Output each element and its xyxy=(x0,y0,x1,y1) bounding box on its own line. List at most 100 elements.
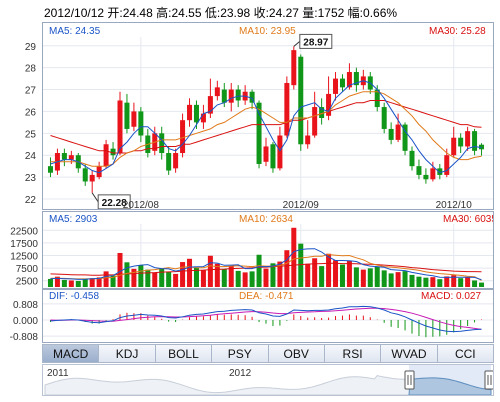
price-y-axis: 29 28 27 26 25 24 23 22 xyxy=(25,42,37,206)
range-handle-right[interactable] xyxy=(484,370,495,390)
candle-body xyxy=(263,146,269,162)
candle-body xyxy=(256,102,262,164)
volume-bar xyxy=(82,279,88,287)
candle-body xyxy=(479,144,485,150)
date-axis: 2012/08 2012/09 2012/10 xyxy=(123,200,472,211)
volume-bar xyxy=(298,243,304,287)
macd-y-axis: 0.808 0.000 -0.808 xyxy=(10,300,39,343)
volume-bar xyxy=(333,260,339,287)
candle-body xyxy=(193,104,199,123)
tab-cci[interactable]: CCI xyxy=(437,344,494,363)
volume-tick-label: 7500 xyxy=(16,264,39,275)
candle-body xyxy=(187,104,193,121)
candle-body xyxy=(402,124,408,151)
price-ma5-label: MA5: 24.35 xyxy=(49,26,101,37)
volume-bar xyxy=(416,276,422,287)
volume-bar xyxy=(180,262,186,287)
min-price-marker-pointer xyxy=(91,192,99,203)
volume-bar xyxy=(326,253,332,287)
info-volume: 1752 xyxy=(317,6,345,20)
price-tick-label: 24 xyxy=(25,151,37,162)
overview-year-2012: 2012 xyxy=(229,368,252,379)
candle-body xyxy=(228,89,234,103)
info-high-label: 高: xyxy=(156,6,172,20)
tab-boll[interactable]: BOLL xyxy=(155,344,213,363)
candle-body xyxy=(305,135,311,145)
dif-line xyxy=(50,305,482,333)
info-low-label: 低: xyxy=(204,6,221,20)
price-tick-label: 29 xyxy=(25,42,37,53)
volume-bar xyxy=(423,277,429,287)
volume-bar xyxy=(131,268,137,287)
candle-body xyxy=(110,148,116,156)
volume-bar xyxy=(437,279,443,287)
candle-body xyxy=(458,137,464,147)
ma5-line xyxy=(50,80,482,174)
macd-chart: DIF: -0.458 DEA: -0.471 MACD: 0.027 xyxy=(43,291,493,338)
volume-bar xyxy=(402,271,408,287)
volume-bar xyxy=(214,263,220,287)
max-price-marker-box xyxy=(299,33,333,49)
volume-bar xyxy=(96,277,102,287)
candle-body xyxy=(472,131,478,151)
tab-rsi[interactable]: RSI xyxy=(324,344,382,363)
candle-body xyxy=(214,87,220,97)
candle-body xyxy=(61,153,67,160)
max-price-marker: 28.97 xyxy=(303,37,328,48)
vol-ma30-label: MA30: 6035 xyxy=(443,214,493,225)
volume-bar xyxy=(319,266,325,287)
candle-body xyxy=(89,174,95,182)
candle-body xyxy=(166,153,172,171)
tab-macd[interactable]: MACD xyxy=(42,344,100,363)
range-navigator[interactable]: 2011 2012 xyxy=(42,364,495,396)
candle-body xyxy=(423,174,429,180)
candle-body xyxy=(451,137,457,156)
macd-tick-label: 0.000 xyxy=(13,316,38,327)
volume-bar xyxy=(47,278,53,287)
candle-body xyxy=(180,120,186,154)
price-tick-label: 27 xyxy=(25,86,37,97)
candle-body xyxy=(284,82,290,136)
candle-body xyxy=(200,113,206,123)
candle-body xyxy=(124,102,130,129)
date-tick-label: 2012/09 xyxy=(283,200,320,211)
info-close-label: 收: xyxy=(253,6,269,20)
range-handle-left[interactable] xyxy=(404,370,415,390)
price-tick-label: 23 xyxy=(25,173,37,184)
candle-body xyxy=(68,155,74,160)
volume-bar xyxy=(291,227,297,287)
candle-body xyxy=(395,124,401,140)
info-change-label: 幅: xyxy=(347,6,364,20)
candle-body xyxy=(159,133,165,154)
volume-bar xyxy=(451,275,457,287)
vol-ma10-label: MA10: 2634 xyxy=(239,214,293,225)
tab-psy[interactable]: PSY xyxy=(212,344,269,363)
volume-bar xyxy=(75,280,81,287)
candle-body xyxy=(221,89,227,103)
volume-tick-label: 12500 xyxy=(10,252,38,263)
info-date: 2012/10/12 xyxy=(44,6,105,20)
candle-body xyxy=(291,50,297,86)
volume-bar xyxy=(242,272,248,287)
tab-obv[interactable]: OBV xyxy=(268,344,325,363)
candle-body xyxy=(270,144,276,169)
max-price-marker-pointer xyxy=(293,41,301,47)
volume-bar xyxy=(159,268,165,287)
price-panel: MA5: 24.35 MA10: 23.95 MA30: 25.28 28.97… xyxy=(42,22,494,210)
dea-line xyxy=(50,307,482,330)
volume-bar xyxy=(465,277,471,287)
volume-bar xyxy=(374,266,380,287)
info-close: 24.27 xyxy=(268,6,299,20)
ma10-line xyxy=(50,91,482,167)
tab-kdj[interactable]: KDJ xyxy=(99,344,156,363)
price-ma10-label: MA10: 23.95 xyxy=(239,26,296,37)
volume-bar xyxy=(353,267,359,287)
candle-body xyxy=(235,89,241,101)
info-volume-label: 量: xyxy=(302,6,318,20)
volume-bar xyxy=(479,282,485,287)
min-price-marker-box xyxy=(97,194,131,210)
volume-bar xyxy=(430,277,436,287)
tab-wvad[interactable]: WVAD xyxy=(381,344,438,363)
candle-body xyxy=(319,107,325,118)
